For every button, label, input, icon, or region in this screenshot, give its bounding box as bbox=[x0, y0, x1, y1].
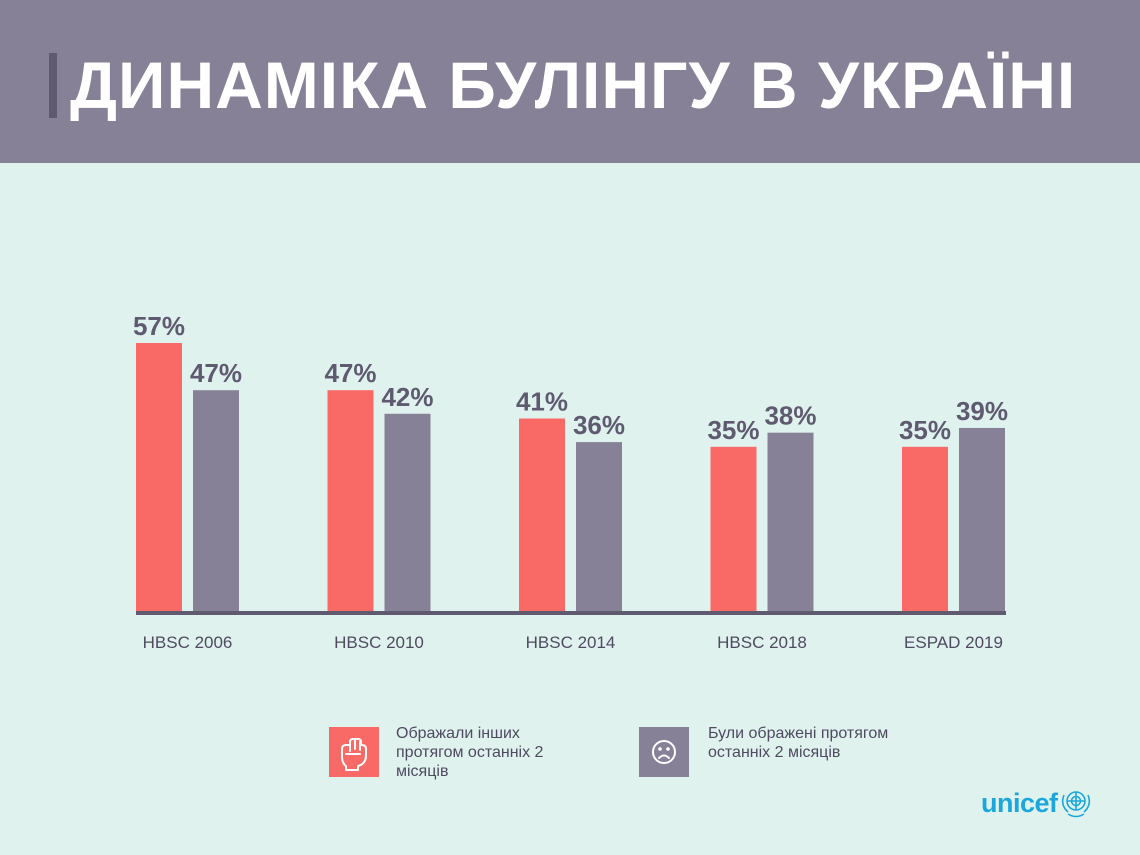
bar-were-bullied-2 bbox=[576, 442, 622, 612]
value-label-were-bullied-2: 36% bbox=[573, 410, 625, 440]
bar-bullied-others-3 bbox=[710, 446, 757, 612]
value-label-were-bullied-0: 47% bbox=[190, 358, 242, 388]
category-label-0: HBSC 2006 bbox=[143, 633, 233, 652]
value-label-bullied-others-3: 35% bbox=[707, 415, 759, 445]
value-label-were-bullied-3: 38% bbox=[764, 401, 816, 431]
legend-swatch-bullied-others bbox=[329, 727, 379, 777]
category-label-3: HBSC 2018 bbox=[717, 633, 807, 652]
page-title: ДИНАМІКА БУЛІНГУ В УКРАЇНІ bbox=[70, 48, 1077, 122]
value-label-bullied-others-2: 41% bbox=[516, 387, 568, 417]
x-axis-line bbox=[136, 611, 1006, 615]
value-label-bullied-others-1: 47% bbox=[324, 358, 376, 388]
value-label-were-bullied-1: 42% bbox=[381, 382, 433, 412]
bar-bullied-others-1 bbox=[327, 390, 374, 612]
bar-bullied-others-0 bbox=[136, 343, 182, 612]
legend-label-bullied-others: Ображали інших протягом останніх 2 місяц… bbox=[396, 725, 544, 780]
bar-were-bullied-3 bbox=[767, 432, 814, 612]
fist-icon bbox=[341, 738, 367, 771]
header-banner: ДИНАМІКА БУЛІНГУ В УКРАЇНІ bbox=[0, 0, 1140, 163]
category-label-1: HBSC 2010 bbox=[334, 633, 424, 652]
category-label-2: HBSC 2014 bbox=[526, 633, 616, 652]
bar-were-bullied-1 bbox=[384, 413, 431, 612]
legend-label-were-bullied: Були ображені протягом останніх 2 місяці… bbox=[708, 725, 889, 761]
sad-face-icon bbox=[652, 740, 676, 764]
bar-bullied-others-2 bbox=[519, 418, 565, 612]
bar-bullied-others-4 bbox=[902, 446, 948, 612]
legend-swatch-were-bullied bbox=[639, 727, 689, 777]
bar-were-bullied-4 bbox=[959, 427, 1005, 612]
bar-were-bullied-0 bbox=[193, 390, 239, 612]
logo-text: unicef bbox=[981, 787, 1058, 818]
un-emblem-icon bbox=[1061, 791, 1090, 818]
value-label-bullied-others-4: 35% bbox=[899, 415, 951, 445]
value-label-were-bullied-4: 39% bbox=[956, 396, 1008, 426]
value-label-bullied-others-0: 57% bbox=[133, 311, 185, 341]
category-label-4: ESPAD 2019 bbox=[904, 633, 1003, 652]
unicef-logo: unicef bbox=[981, 783, 1094, 823]
title-accent-bar bbox=[49, 53, 57, 118]
